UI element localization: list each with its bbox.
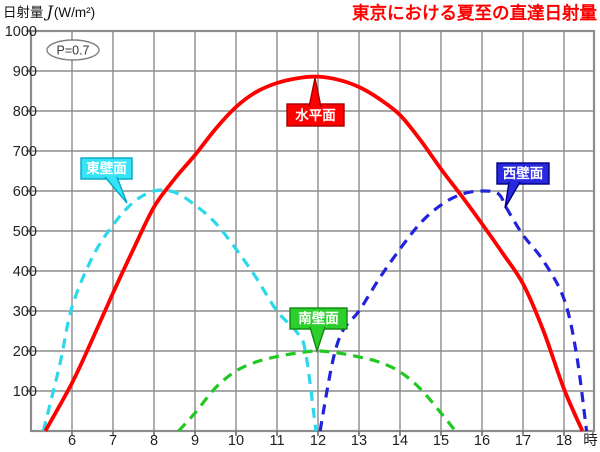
y-tick-label: 900 [13, 64, 37, 80]
x-tick-label: 11 [269, 433, 284, 449]
curve-south-wall [177, 349, 457, 433]
x-tick-label: 13 [351, 433, 367, 449]
callout-east-wall-label: 東壁面 [86, 160, 127, 176]
axis-tick-labels: 6 7 8 9 10 11 12 13 14 15 16 17 18 100 200 300 400 500 600… [5, 24, 572, 449]
y-tick-label: 700 [13, 144, 37, 160]
curve-east-wall [41, 188, 318, 432]
callout-south-wall-label: 南壁面 [298, 310, 339, 326]
y-axis-title-symbol: J [44, 2, 55, 21]
y-tick-label: 600 [13, 184, 37, 200]
x-tick-label: 8 [150, 433, 158, 449]
y-tick-label: 400 [13, 264, 37, 280]
x-tick-label: 18 [556, 433, 572, 449]
callout-east-wall: 東壁面 [80, 157, 133, 204]
x-tick-label: 10 [228, 433, 244, 449]
callout-west-wall: 西壁面 [496, 162, 550, 209]
y-tick-label: 800 [13, 104, 37, 120]
curves [41, 74, 589, 433]
callout-west-wall-box [496, 162, 550, 185]
x-tick-label: 12 [310, 433, 326, 449]
p-annotation-ellipse [46, 39, 100, 61]
callout-horizontal-plane-label: 水平面 [295, 107, 336, 123]
y-axis-title-unit: (W/m²) [54, 5, 95, 20]
chart-title: 東京における夏至の直達日射量 [352, 3, 597, 23]
p-annotation: P=0.7 [46, 39, 100, 61]
callout-west-wall-label: 西壁面 [503, 165, 544, 181]
y-axis-title: 日射量 J(W/m²) [3, 2, 95, 21]
x-tick-label: 14 [392, 433, 408, 449]
x-tick-label: 9 [191, 433, 199, 449]
grid [26, 29, 596, 436]
y-tick-label: 300 [13, 304, 37, 320]
y-tick-label: 1000 [5, 24, 37, 40]
x-tick-label: 7 [109, 433, 117, 449]
callout-horizontal-plane-pointer [308, 77, 322, 108]
curve-horizontal-plane [43, 74, 585, 432]
x-tick-label: 15 [433, 433, 449, 449]
callout-east-wall-pointer [104, 176, 128, 204]
x-tick-label: 16 [474, 433, 490, 449]
callout-west-wall-pointer [504, 181, 521, 209]
callout-south-wall-pointer [309, 326, 326, 354]
y-axis-title-prefix: 日射量 [3, 5, 44, 20]
x-tick-label: 6 [68, 433, 76, 449]
p-annotation-text: P=0.7 [56, 44, 89, 58]
y-tick-label: 200 [13, 344, 37, 360]
callout-south-wall: 南壁面 [289, 307, 348, 354]
y-tick-label: 100 [13, 384, 37, 400]
callout-horizontal-plane: 水平面 [286, 77, 345, 127]
x-tick-label: 17 [515, 433, 531, 449]
y-tick-label: 500 [13, 224, 37, 240]
x-axis-unit: 時 [583, 432, 598, 449]
